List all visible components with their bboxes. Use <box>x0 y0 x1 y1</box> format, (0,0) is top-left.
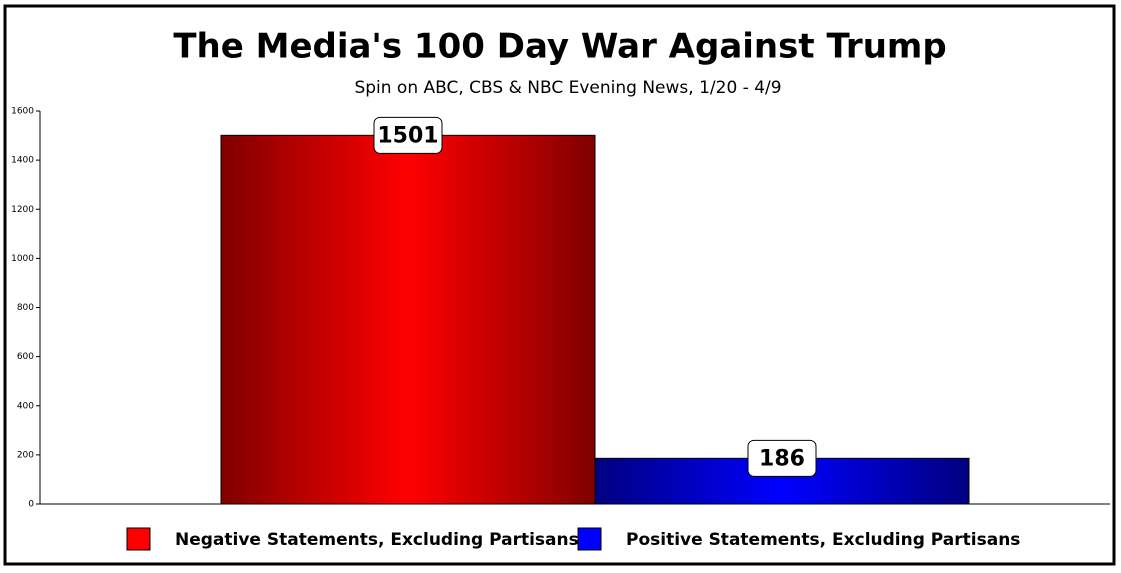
value-label: 1501 <box>377 123 438 148</box>
y-tick-label: 0 <box>28 500 34 510</box>
legend-label: Negative Statements, Excluding Partisans <box>175 530 579 550</box>
y-tick-label: 600 <box>17 352 34 362</box>
y-tick-label: 400 <box>17 401 34 411</box>
y-tick-label: 200 <box>17 450 34 460</box>
value-label-box <box>747 439 817 477</box>
bar-shading <box>221 135 595 504</box>
value-label: 186 <box>759 446 805 471</box>
value-label-box <box>373 116 443 154</box>
chart-title: The Media's 100 Day War Against Trump <box>173 27 946 67</box>
y-tick-label: 1200 <box>11 205 34 215</box>
y-tick-label: 1000 <box>11 254 34 264</box>
legend-swatch <box>126 527 151 551</box>
y-tick-label: 1400 <box>11 156 34 166</box>
legend-label: Positive Statements, Excluding Partisans <box>626 530 1020 550</box>
y-tick-label: 800 <box>17 303 34 313</box>
chart-subtitle: Spin on ABC, CBS & NBC Evening News, 1/2… <box>354 78 781 98</box>
y-tick-label: 1600 <box>11 107 34 117</box>
legend-swatch <box>577 527 602 551</box>
